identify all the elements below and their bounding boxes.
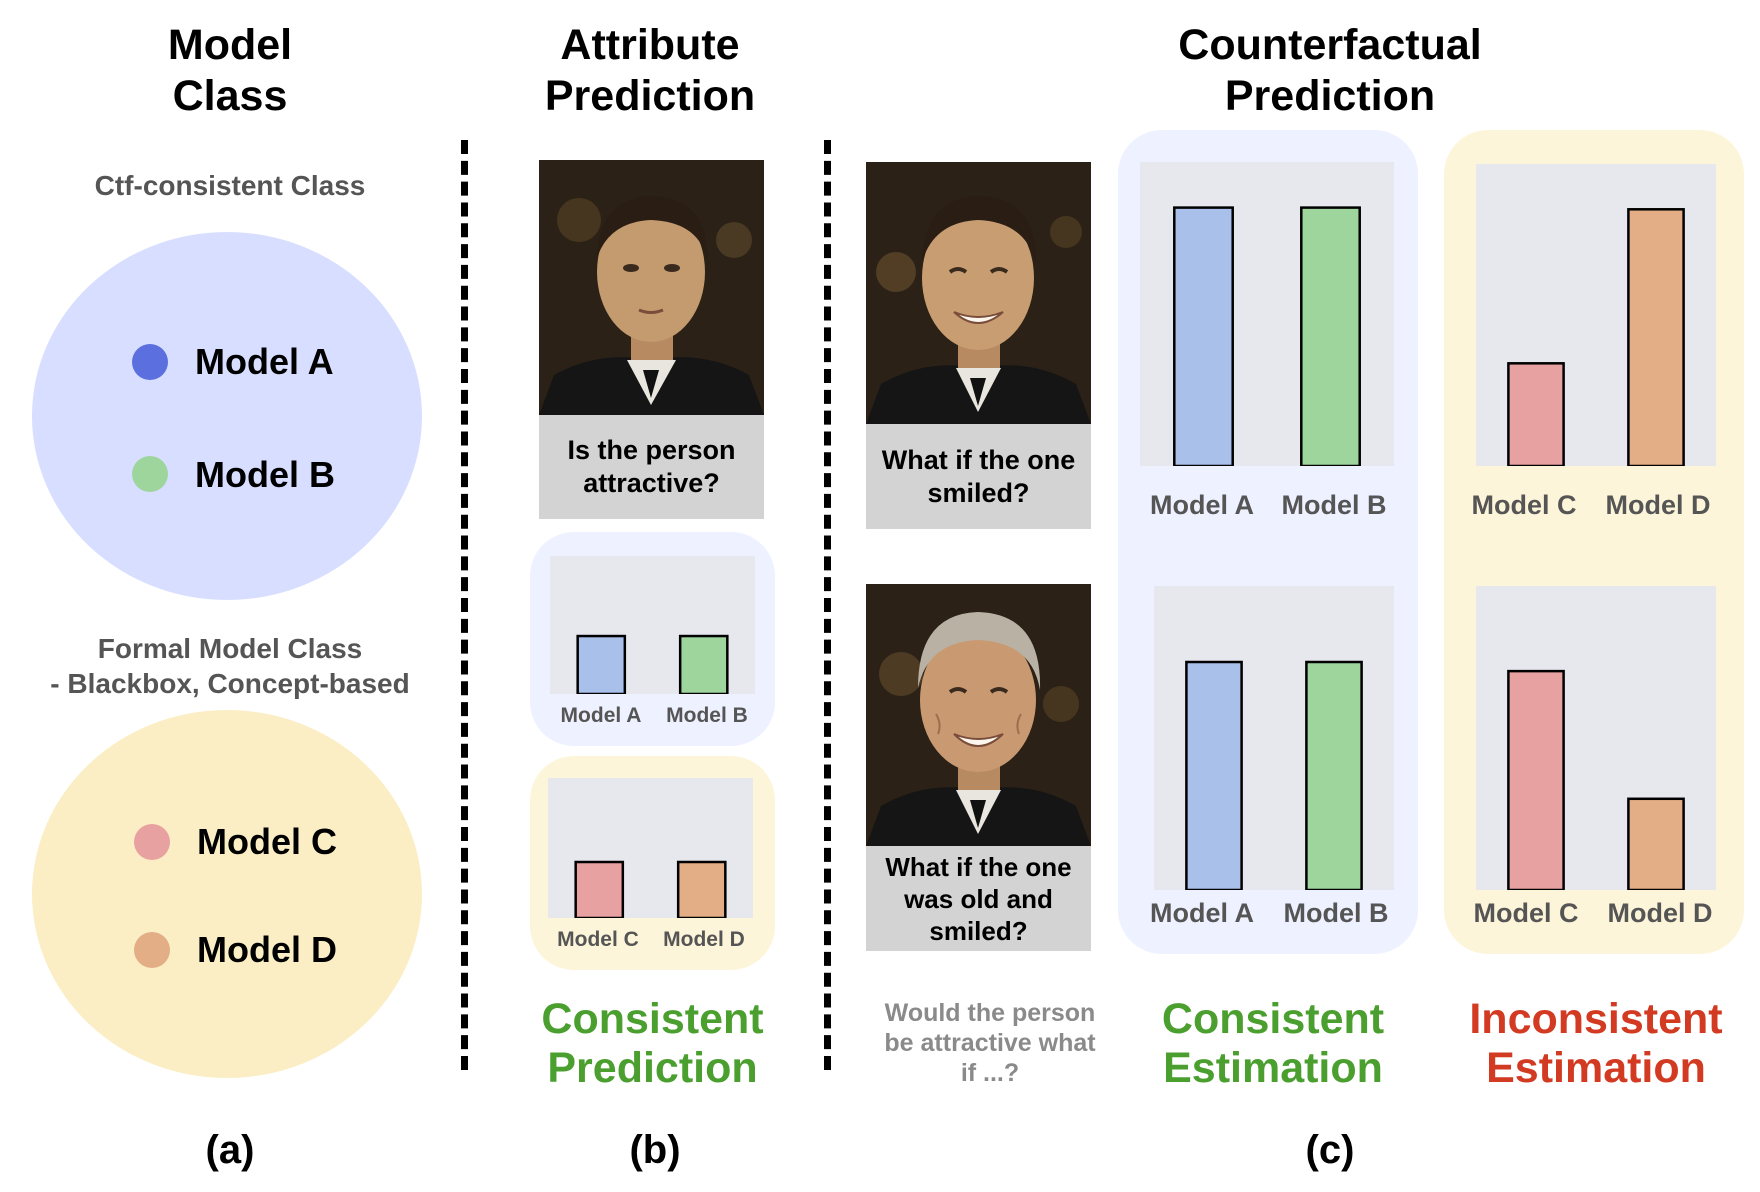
ctf-consistent-class-title: Ctf-consistent Class — [94, 170, 366, 201]
attr_cd-bar-model-d — [676, 860, 727, 918]
attribute-consistent-panel: Model A Model B — [530, 532, 775, 746]
consistent-prediction-label: Consistent Prediction — [541, 995, 764, 1092]
ctf2_ab-bar-model-b — [1305, 660, 1363, 890]
part-a-label: (a) — [205, 1128, 255, 1172]
part-b-label: (b) — [629, 1128, 681, 1172]
model-a-dot — [132, 344, 168, 380]
counterfactual-prediction-header: Counterfactual Prediction — [1178, 21, 1482, 120]
model-b-dot — [132, 456, 168, 492]
ctf1_cd-bar-model-d — [1627, 208, 1685, 466]
counterfactual-note: Would the person be attractive what if .… — [884, 999, 1096, 1087]
attr_cd-bar-model-c — [574, 860, 625, 918]
ctf1-ab-xlabel-1: Model B — [1281, 490, 1387, 520]
ctf2-cd-xlabel-1: Model D — [1607, 898, 1713, 928]
ctf1-ab-xlabel-0: Model A — [1150, 490, 1254, 520]
portrait-photo-smiling — [866, 162, 1091, 424]
attr_ab-bar-model-a — [576, 634, 627, 694]
chart-ctf1-cd — [1476, 164, 1716, 466]
counterfactual-consistent-panel: Model A Model B Model A Model B — [1118, 130, 1418, 954]
counterfactual-formal-panel: Model C Model D Model C Model D — [1444, 130, 1744, 954]
chart-attr-cd — [548, 778, 753, 918]
model-c-dot — [134, 824, 170, 860]
attribute-question-box: Is the person attractive? — [539, 415, 764, 519]
ctf-consistent-class-circle — [32, 232, 422, 600]
formal-model-class-circle — [32, 710, 422, 1078]
formal-model-class-title: Formal Model Class - Blackbox, Concept-b… — [50, 633, 410, 699]
consistent-estimation-label: Consistent Estimation — [1161, 995, 1385, 1092]
attr-cd-xlabel-0: Model C — [557, 928, 639, 951]
separator-dashed-line-1 — [461, 140, 468, 1070]
counterfactual-question-smiled: What if the one smiled? — [866, 424, 1091, 529]
ctf2-ab-xlabel-0: Model A — [1150, 898, 1254, 928]
ctf2-ab-xlabel-1: Model B — [1283, 898, 1389, 928]
attribute-prediction-header: Attribute Prediction — [544, 21, 756, 120]
ctf1-cd-xlabel-1: Model D — [1605, 490, 1711, 520]
ctf2_ab-bar-model-a — [1185, 660, 1243, 890]
attr-ab-xlabel-0: Model A — [560, 704, 642, 727]
attr-ab-xlabel-1: Model B — [666, 704, 748, 727]
chart-attr-ab — [550, 556, 755, 694]
chart-ctf1-ab — [1140, 162, 1394, 466]
model-d-label: Model D — [197, 929, 337, 970]
part-c-label: (c) — [1305, 1128, 1355, 1172]
separator-dashed-line-2 — [824, 140, 831, 1070]
ctf2-cd-xlabel-0: Model C — [1473, 898, 1579, 928]
counterfactual-question-old-smiled: What if the one was old and smiled? — [866, 846, 1091, 951]
portrait-photo-old-smiling — [866, 584, 1091, 846]
chart-ctf2-ab — [1154, 586, 1394, 890]
inconsistent-estimation-label: Inconsistent Estimation — [1469, 995, 1723, 1092]
model-c-label: Model C — [197, 821, 337, 862]
attr-cd-xlabel-1: Model D — [663, 928, 745, 951]
ctf1_ab-bar-model-a — [1173, 206, 1234, 466]
attribute-formal-panel: Model C Model D — [530, 756, 775, 970]
portrait-photo-original — [539, 160, 764, 415]
ctf2_cd-bar-model-c — [1507, 669, 1565, 890]
ctf1_cd-bar-model-c — [1507, 362, 1565, 466]
model-class-header: Model Class — [167, 21, 293, 120]
model-b-label: Model B — [195, 454, 335, 495]
model-d-dot — [134, 932, 170, 968]
ctf1-cd-xlabel-0: Model C — [1471, 490, 1577, 520]
chart-ctf2-cd — [1476, 586, 1716, 890]
ctf2_cd-bar-model-d — [1627, 797, 1685, 890]
ctf1_ab-bar-model-b — [1300, 206, 1361, 466]
model-a-label: Model A — [195, 341, 334, 382]
attr_ab-bar-model-b — [678, 634, 729, 694]
